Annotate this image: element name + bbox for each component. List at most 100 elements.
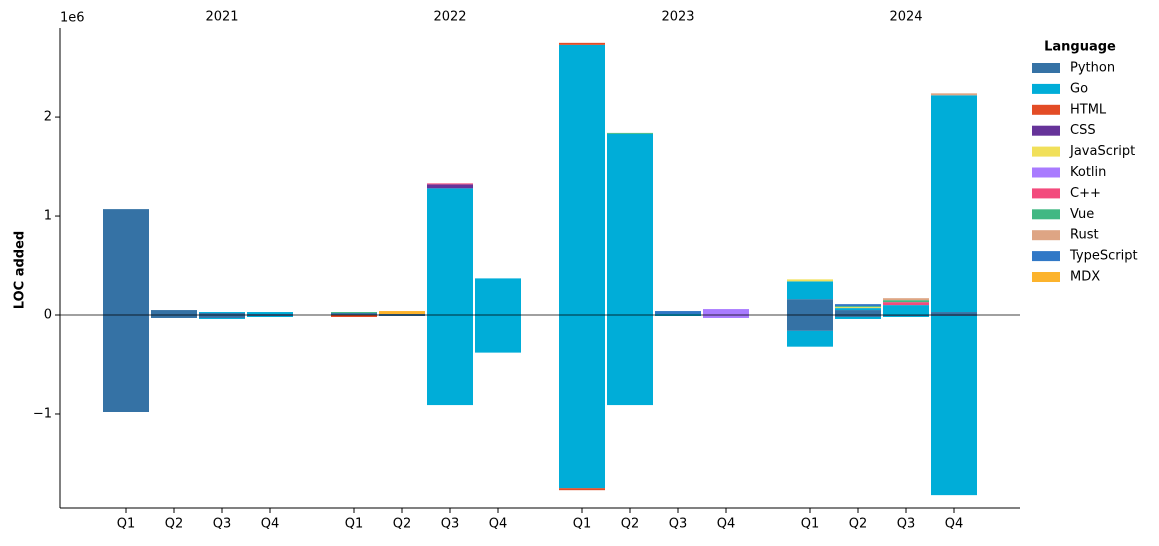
bar-segment (883, 315, 929, 316)
legend-label: HTML (1070, 102, 1107, 117)
bar-segment (199, 312, 245, 314)
year-label: 2023 (661, 10, 694, 25)
bar-segment (703, 309, 749, 316)
legend-swatch (1032, 104, 1060, 115)
bar-segment (427, 184, 473, 189)
bar-segment (931, 93, 977, 96)
bar-segment (787, 279, 833, 282)
legend-label: TypeScript (1069, 249, 1138, 264)
x-tick-label: Q1 (801, 517, 820, 532)
legend-label: JavaScript (1069, 144, 1135, 159)
bar-segment (607, 133, 653, 316)
bar-segment (883, 305, 929, 316)
bar-segment (787, 315, 833, 331)
bar-segment (331, 315, 377, 317)
bar-segment (427, 183, 473, 185)
bar-segment (655, 311, 701, 315)
bar-segment (883, 298, 929, 301)
legend-label: Go (1070, 81, 1088, 96)
legend-swatch (1032, 209, 1060, 220)
legend-swatch (1032, 188, 1060, 199)
x-tick-label: Q4 (489, 517, 508, 532)
y-tick-label: 1 (44, 209, 52, 224)
bar-segment (151, 315, 197, 318)
bar-segment (331, 313, 377, 316)
x-tick-label: Q1 (345, 517, 364, 532)
bar-segment (103, 315, 149, 412)
bar-segment (199, 315, 245, 318)
year-label: 2022 (433, 10, 466, 25)
bar-segment (247, 314, 293, 316)
x-tick-label: Q1 (573, 517, 592, 532)
bar-segment (931, 95, 977, 313)
x-tick-label: Q4 (717, 517, 736, 532)
bar-segment (475, 315, 521, 353)
bar-segment (559, 42, 605, 45)
bar-segment (655, 315, 701, 316)
legend-swatch (1032, 83, 1060, 94)
bar-segment (655, 314, 701, 316)
bar-segment (379, 315, 425, 316)
y-tick-label: 0 (44, 308, 52, 323)
bar-segment (835, 316, 881, 319)
y-axis-label: LOC added (13, 231, 28, 309)
bar-segment (247, 315, 293, 316)
x-tick-label: Q3 (897, 517, 916, 532)
bar-segment (835, 304, 881, 307)
bar-segment (883, 300, 929, 303)
bar-segment (883, 316, 929, 317)
x-tick-label: Q4 (945, 517, 964, 532)
legend-label: C++ (1070, 186, 1101, 201)
y-tick-label: −1 (33, 406, 52, 421)
bar-segment (103, 209, 149, 316)
bar-segment (835, 308, 881, 311)
legend-swatch (1032, 125, 1060, 136)
legend-swatch (1032, 63, 1060, 73)
x-tick-label: Q2 (165, 517, 184, 532)
legend-label: Vue (1070, 207, 1094, 222)
bar-segment (931, 316, 977, 496)
bar-segment (787, 330, 833, 347)
legend-label: Rust (1070, 228, 1099, 243)
bar-segment (559, 315, 605, 489)
legend-title: Language (1044, 40, 1116, 55)
year-label: 2021 (205, 10, 238, 25)
bar-segment (331, 312, 377, 314)
x-tick-label: Q2 (621, 517, 640, 532)
x-tick-label: Q2 (849, 517, 868, 532)
bar-segment (703, 315, 749, 318)
bar-segment (883, 302, 929, 306)
bar-segment (151, 310, 197, 316)
x-tick-label: Q2 (393, 517, 412, 532)
bar-segment (607, 315, 653, 406)
bar-segment (199, 317, 245, 319)
bar-segment (247, 316, 293, 317)
legend-swatch (1032, 251, 1060, 262)
x-tick-label: Q3 (441, 517, 460, 532)
legend-swatch (1032, 146, 1060, 157)
bar-segment (835, 307, 881, 309)
bar-segment (559, 488, 605, 491)
legend-swatch (1032, 167, 1060, 178)
legend-label: CSS (1070, 123, 1096, 138)
legend-swatch (1032, 230, 1060, 241)
y-tick-label: 2 (44, 110, 52, 125)
x-tick-label: Q3 (669, 517, 688, 532)
bar-segment (931, 312, 977, 316)
bar-segment (379, 311, 425, 315)
bar-segment (835, 315, 881, 317)
bar-segment (427, 188, 473, 316)
year-label: 2024 (889, 10, 922, 25)
y-offset-label: 1e6 (60, 11, 85, 26)
x-tick-label: Q4 (261, 517, 280, 532)
legend-label: MDX (1070, 270, 1100, 285)
bar-segment (475, 278, 521, 316)
bar-segment (931, 315, 977, 316)
bar-segment (199, 313, 245, 316)
legend-label: Python (1070, 61, 1115, 76)
bar-segment (607, 132, 653, 134)
legend-label: Kotlin (1070, 165, 1106, 180)
x-tick-label: Q3 (213, 517, 232, 532)
bar-segment (379, 314, 425, 316)
